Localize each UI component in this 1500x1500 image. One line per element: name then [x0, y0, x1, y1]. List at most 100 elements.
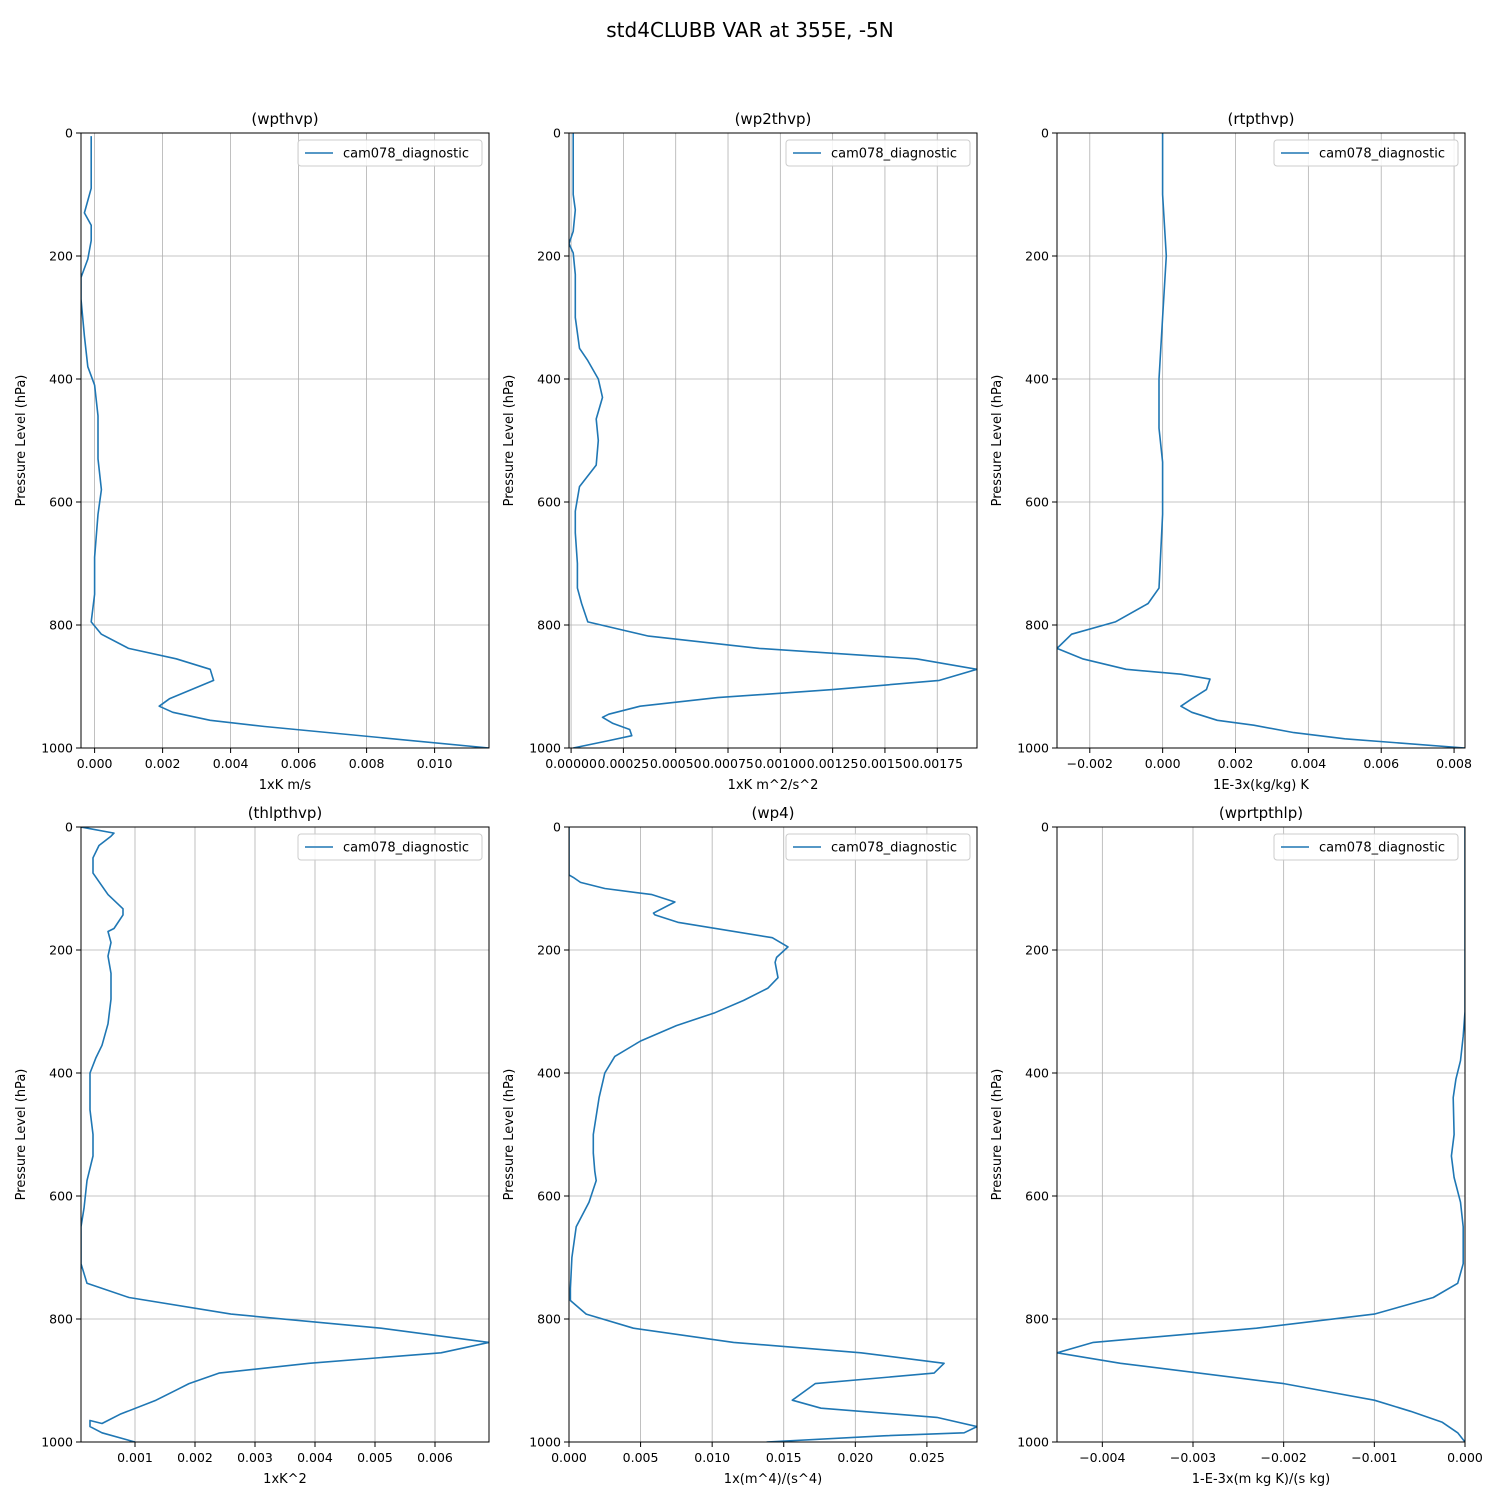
y-tick-label: 400 [537, 372, 561, 387]
legend: cam078_diagnostic [297, 139, 483, 167]
x-tick-label: −0.002 [1261, 1450, 1307, 1465]
legend: cam078_diagnostic [1273, 833, 1459, 861]
y-tick-label: 0 [65, 820, 73, 835]
x-tick-label: 0.00150 [859, 756, 911, 771]
y-tick-label: 800 [49, 618, 73, 633]
legend-label: cam078_diagnostic [343, 147, 469, 162]
chart-title: (wp4) [751, 804, 794, 822]
x-tick-label: 0.000 [551, 1450, 587, 1465]
y-tick-label: 0 [553, 126, 561, 141]
series-line-1 [1057, 133, 1465, 748]
x-tick-label: 0.00100 [754, 756, 806, 771]
y-tick-label: 400 [1025, 372, 1049, 387]
plot-frame [1056, 826, 1466, 1443]
chart-panel-4: 0.001 0.002 0.003 0.004 0.005 0.006 0 200 400 600… [14, 804, 490, 1487]
x-tick-label: 0.004 [1290, 756, 1326, 771]
chart-title: (wpthvp) [251, 110, 318, 128]
x-tick-label: 0.006 [281, 756, 317, 771]
y-tick-label: 200 [537, 249, 561, 264]
x-tick-label: 0.002 [1218, 756, 1254, 771]
chart-title: (wprtpthlp) [1219, 804, 1303, 822]
y-tick-label: 600 [537, 1189, 561, 1204]
plot-frame [568, 826, 978, 1443]
series-line-1 [569, 133, 977, 748]
x-tick-label: 0.005 [623, 1450, 659, 1465]
legend: cam078_diagnostic [785, 833, 971, 861]
y-tick-label: 0 [65, 126, 73, 141]
y-tick-label: 800 [537, 618, 561, 633]
x-tick-label: 0.002 [177, 1450, 213, 1465]
x-tick-label: 0.025 [909, 1450, 945, 1465]
plot-frame [568, 132, 978, 749]
y-axis-label: Pressure Level (hPa) [502, 1069, 517, 1201]
x-tick-label: −0.004 [1079, 1450, 1125, 1465]
x-tick-label: 0.006 [1363, 756, 1399, 771]
legend-box [297, 833, 483, 861]
series-line-1 [569, 827, 977, 1442]
y-tick-label: 200 [537, 943, 561, 958]
legend: cam078_diagnostic [785, 139, 971, 167]
y-tick-label: 1000 [1017, 1435, 1049, 1450]
y-tick-label: 400 [1025, 1066, 1049, 1081]
x-tick-label: 0.004 [297, 1450, 333, 1465]
x-tick-label: 0.00000 [545, 756, 597, 771]
x-axis-label: 1E-3x(kg/kg) K [1213, 778, 1309, 793]
y-tick-label: 600 [1025, 495, 1049, 510]
y-tick-label: 1000 [529, 741, 561, 756]
chart-panel-6: −0.004 −0.003 −0.002 −0.001 0.000 0 200 400 600 8… [990, 804, 1483, 1487]
x-tick-label: 0.000 [1145, 756, 1181, 771]
legend-label: cam078_diagnostic [1319, 841, 1445, 856]
y-axis-label: Pressure Level (hPa) [990, 375, 1005, 507]
legend-label: cam078_diagnostic [831, 147, 957, 162]
y-axis-label: Pressure Level (hPa) [14, 375, 29, 507]
y-axis-label: Pressure Level (hPa) [990, 1069, 1005, 1201]
y-tick-label: 600 [537, 495, 561, 510]
y-tick-label: 200 [1025, 249, 1049, 264]
plot-frame [80, 826, 490, 1443]
legend-label: cam078_diagnostic [1319, 147, 1445, 162]
x-tick-label: 0.004 [213, 756, 249, 771]
x-axis-label: 1xK^2 [263, 1472, 307, 1487]
y-tick-label: 600 [49, 1189, 73, 1204]
x-tick-label: −0.001 [1351, 1450, 1397, 1465]
y-tick-label: 1000 [41, 1435, 73, 1450]
x-axis-label: 1xK m^2/s^2 [728, 778, 819, 793]
x-tick-label: 0.000 [77, 756, 113, 771]
y-tick-label: 800 [49, 1312, 73, 1327]
y-tick-label: 800 [1025, 1312, 1049, 1327]
y-tick-label: 600 [1025, 1189, 1049, 1204]
y-tick-label: 400 [49, 1066, 73, 1081]
legend-box [785, 139, 971, 167]
x-tick-label: 0.00050 [650, 756, 702, 771]
y-tick-label: 200 [49, 943, 73, 958]
chart-title: (thlpthvp) [248, 804, 323, 822]
x-tick-label: 0.006 [417, 1450, 453, 1465]
plot-frame [80, 132, 490, 749]
x-tick-label: 0.008 [1436, 756, 1472, 771]
y-tick-label: 400 [537, 1066, 561, 1081]
x-tick-label: 0.00175 [911, 756, 963, 771]
legend-box [297, 139, 483, 167]
x-tick-label: 0.005 [357, 1450, 393, 1465]
y-tick-label: 200 [49, 249, 73, 264]
chart-panel-3: −0.002 0.000 0.002 0.004 0.006 0.008 0 200 400 60… [990, 110, 1472, 793]
x-tick-label: −0.003 [1170, 1450, 1216, 1465]
chart-panel-5: 0.000 0.005 0.010 0.015 0.020 0.025 0 200 400 600… [502, 804, 978, 1487]
legend-label: cam078_diagnostic [831, 841, 957, 856]
y-tick-label: 0 [1041, 126, 1049, 141]
series-line-1 [81, 827, 489, 1442]
y-tick-label: 600 [49, 495, 73, 510]
series-line-1 [81, 136, 489, 748]
x-tick-label: 0.002 [145, 756, 181, 771]
legend: cam078_diagnostic [1273, 139, 1459, 167]
y-tick-label: 1000 [529, 1435, 561, 1450]
x-tick-label: 0.000 [1447, 1450, 1483, 1465]
y-tick-label: 0 [553, 820, 561, 835]
x-tick-label: 0.00025 [598, 756, 650, 771]
y-tick-label: 0 [1041, 820, 1049, 835]
chart-title: (rtpthvp) [1227, 110, 1294, 128]
y-axis-label: Pressure Level (hPa) [14, 1069, 29, 1201]
y-tick-label: 200 [1025, 943, 1049, 958]
x-tick-label: 0.003 [237, 1450, 273, 1465]
